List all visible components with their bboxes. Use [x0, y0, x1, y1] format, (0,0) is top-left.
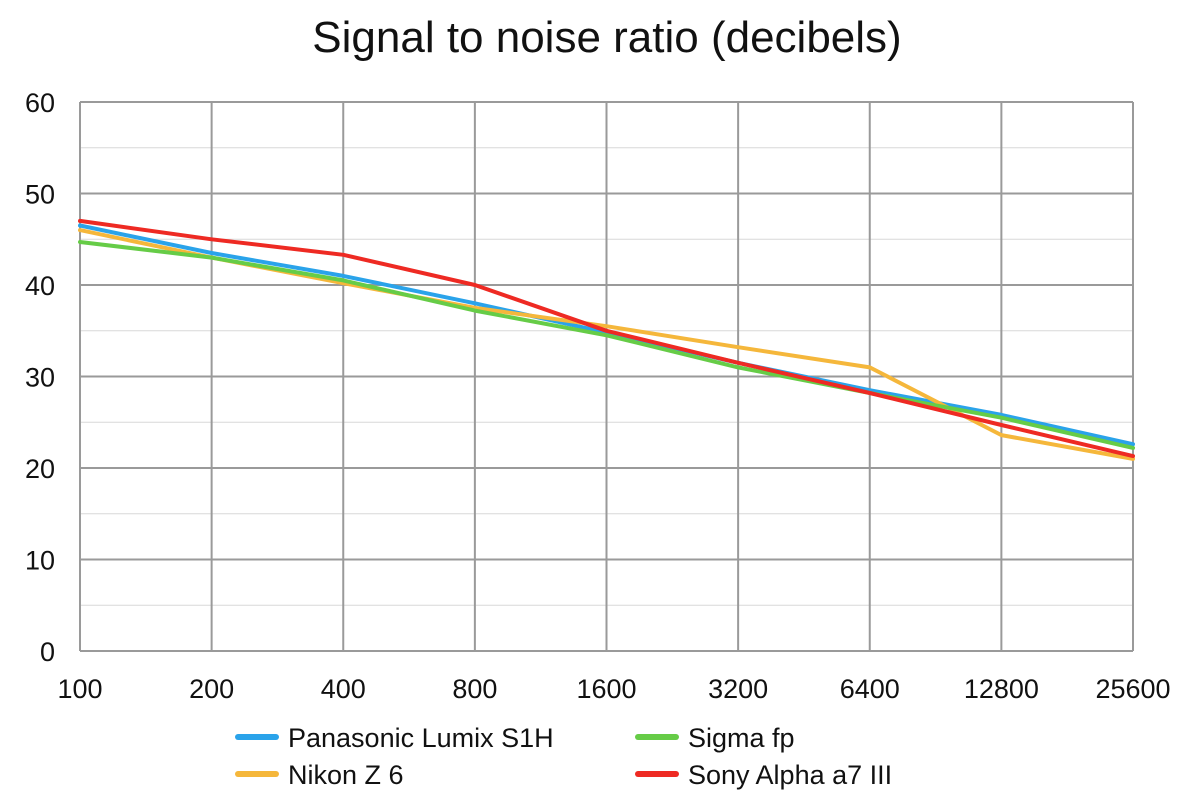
chart-legend: Panasonic Lumix S1H Nikon Z 6 Sigma fp Sony…	[235, 723, 892, 790]
x-tick-label: 100	[57, 674, 102, 704]
y-tick-label: 20	[25, 454, 55, 484]
series-line-3	[78, 218, 1135, 459]
x-tick-label: 1600	[576, 674, 636, 704]
x-tick-label: 400	[321, 674, 366, 704]
legend-label: Panasonic Lumix S1H	[288, 723, 554, 753]
y-tick-label: 0	[40, 637, 55, 667]
series-lines	[78, 218, 1135, 461]
y-tick-label: 50	[25, 180, 55, 210]
x-tick-label: 6400	[840, 674, 900, 704]
x-axis-tick-labels: 100 200 400 800 1600 3200 6400 12800 25600	[57, 674, 1170, 704]
y-tick-label: 10	[25, 546, 55, 576]
x-tick-label: 12800	[964, 674, 1039, 704]
x-tick-label: 3200	[708, 674, 768, 704]
x-tick-label: 25600	[1095, 674, 1170, 704]
legend-label: Sigma fp	[688, 723, 795, 753]
y-axis-tick-labels: 0 10 20 30 40 50 60	[25, 88, 55, 667]
x-tick-label: 800	[452, 674, 497, 704]
y-tick-label: 60	[25, 88, 55, 118]
x-tick-label: 200	[189, 674, 234, 704]
chart-grid	[79, 101, 1134, 652]
legend-label: Nikon Z 6	[288, 760, 404, 790]
chart-title: Signal to noise ratio (decibels)	[312, 13, 901, 62]
series-line-2	[78, 240, 1135, 450]
legend-label: Sony Alpha a7 III	[688, 760, 892, 790]
y-tick-label: 30	[25, 363, 55, 393]
y-tick-label: 40	[25, 271, 55, 301]
